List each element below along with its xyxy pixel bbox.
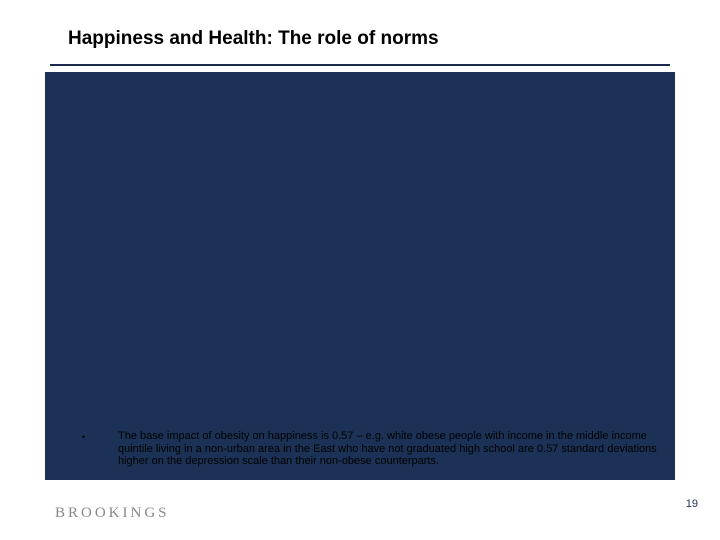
bullet-item: • The base impact of obesity on happines… xyxy=(82,430,660,468)
page-number: 19 xyxy=(686,498,698,510)
slide: Happiness and Health: The role of norms … xyxy=(0,0,720,540)
brookings-logo: BROOKINGS xyxy=(55,505,170,522)
bullet-marker: • xyxy=(82,430,118,444)
content-background xyxy=(45,72,675,480)
header-area: Happiness and Health: The role of norms xyxy=(0,0,720,50)
title-rule xyxy=(50,64,670,66)
bullet-text: The base impact of obesity on happiness … xyxy=(118,430,660,468)
slide-title: Happiness and Health: The role of norms xyxy=(68,28,720,50)
